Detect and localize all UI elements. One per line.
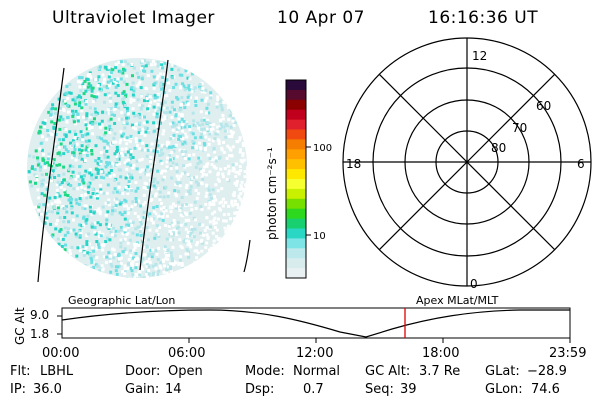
status-ip-key: IP: bbox=[10, 382, 27, 397]
colorbar-swatch bbox=[286, 268, 306, 279]
colorbar-tick-10: 10 bbox=[313, 231, 326, 242]
colorbar-swatch bbox=[286, 89, 306, 101]
meridian-line bbox=[37, 67, 65, 283]
status-dsp-key: Dsp: bbox=[245, 382, 275, 397]
mlat-label-80: 80 bbox=[491, 141, 506, 155]
status-glon-value: 74.6 bbox=[531, 382, 560, 397]
colorbar-swatch bbox=[286, 198, 306, 210]
status-seq-key: Seq: bbox=[365, 382, 394, 397]
status-glat-key: GLat: bbox=[485, 364, 520, 379]
timeline-xtick-3: 18:00 bbox=[422, 346, 460, 361]
colorbar-swatch bbox=[286, 159, 306, 170]
colorbar-swatch bbox=[286, 139, 306, 150]
colorbar-swatch bbox=[286, 109, 306, 120]
colorbar-swatch bbox=[286, 119, 306, 130]
colorbar-swatch bbox=[286, 149, 306, 160]
colorbar-label: photon cm⁻²s⁻¹ bbox=[265, 147, 279, 240]
status-gain-value: 14 bbox=[165, 382, 182, 397]
altitude-curve bbox=[61, 309, 570, 338]
colorbar-swatch bbox=[286, 129, 306, 140]
colorbar-swatch bbox=[286, 188, 306, 200]
timeline-ytick-9: 9.0 bbox=[30, 308, 49, 322]
colorbar-swatch bbox=[286, 258, 306, 269]
mlt-label-0: 0 bbox=[470, 277, 478, 291]
timeline-xtick-1: 06:00 bbox=[168, 346, 206, 361]
timeline-ytick-1: 1.8 bbox=[30, 327, 49, 341]
status-door-key: Door: bbox=[125, 364, 161, 379]
colorbar-tick-100: 100 bbox=[313, 143, 332, 154]
colorbar-swatch bbox=[286, 179, 306, 190]
meridian-line bbox=[243, 239, 251, 273]
status-door-value: Open bbox=[168, 364, 203, 379]
polar-grid bbox=[342, 37, 592, 287]
colorbar-swatch bbox=[286, 169, 306, 180]
status-seq-value: 39 bbox=[400, 382, 417, 397]
date-label: 10 Apr 07 bbox=[277, 8, 365, 28]
status-flt-key: Flt: bbox=[10, 364, 31, 379]
status-ip-value: 36.0 bbox=[33, 382, 62, 397]
geographic-label: Geographic Lat/Lon bbox=[68, 294, 176, 307]
mlt-label-12: 12 bbox=[472, 49, 487, 63]
timeline-xtick-2: 12:00 bbox=[296, 346, 334, 361]
apex-label: Apex MLat/MLT bbox=[416, 294, 499, 307]
colorbar-swatch bbox=[286, 208, 306, 219]
status-flt-value: LBHL bbox=[40, 364, 74, 379]
meridian-line bbox=[139, 59, 169, 271]
timeline-xtick-4: 23:59 bbox=[549, 346, 587, 361]
orbit-plot bbox=[57, 307, 571, 343]
colorbar-swatch bbox=[286, 238, 306, 249]
status-gain-key: Gain: bbox=[125, 382, 160, 397]
uv-image-disk bbox=[27, 58, 251, 283]
mlat-label-70: 70 bbox=[512, 121, 527, 135]
instrument-title: Ultraviolet Imager bbox=[52, 8, 215, 28]
colorbar-swatch bbox=[286, 80, 306, 91]
timeline-axis-label: GC Alt bbox=[13, 307, 27, 345]
mlt-label-6: 6 bbox=[577, 157, 585, 171]
colorbar-swatch bbox=[286, 218, 306, 229]
status-gcalt-value: 3.7 Re bbox=[419, 364, 461, 379]
colorbar bbox=[286, 80, 306, 279]
mlat-label-60: 60 bbox=[536, 99, 551, 113]
colorbar-swatch bbox=[286, 248, 306, 259]
time-label: 16:16:36 UT bbox=[428, 8, 539, 28]
status-glat-value: −28.9 bbox=[527, 364, 567, 379]
colorbar-swatch bbox=[286, 99, 306, 111]
mlt-label-18: 18 bbox=[346, 157, 361, 171]
timeline-xtick-0: 00:00 bbox=[42, 346, 80, 361]
status-gcalt-key: GC Alt: bbox=[365, 364, 411, 379]
status-mode-value: Normal bbox=[293, 364, 341, 379]
status-dsp-value: 0.7 bbox=[303, 382, 324, 397]
status-glon-key: GLon: bbox=[485, 382, 523, 397]
colorbar-swatch bbox=[286, 228, 306, 239]
status-mode-key: Mode: bbox=[245, 364, 285, 379]
